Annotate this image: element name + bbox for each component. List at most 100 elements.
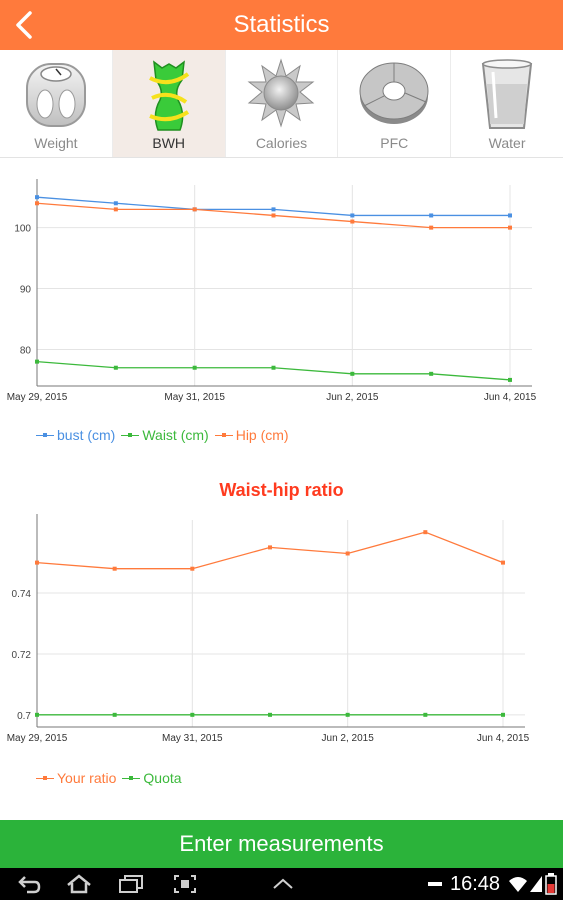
waist-hip-title: Waist-hip ratio — [219, 480, 344, 500]
app-header: Statistics — [0, 0, 563, 50]
nav-home-button[interactable] — [66, 872, 92, 896]
tab-label: Weight — [34, 135, 78, 151]
tab-pfc[interactable]: PFC — [338, 50, 452, 157]
x-tick-label: May 31, 2015 — [164, 392, 225, 403]
data-point — [423, 712, 428, 717]
tab-label: Calories — [255, 135, 308, 151]
data-point — [508, 377, 512, 382]
data-point — [345, 712, 350, 717]
y-tick-label: 0.72 — [12, 650, 32, 661]
data-point — [508, 213, 512, 218]
data-point — [35, 359, 39, 364]
tab-label: PFC — [380, 135, 409, 151]
waist-hip-chart: 0.7 0.72 0.74 May 29, 2015 May 31, 2015 Jun 2… — [7, 514, 530, 744]
legend-item-waist: Waist (cm) — [121, 427, 209, 443]
legend-item-your-ratio: Your ratio — [36, 770, 116, 786]
y-tick-label: 80 — [20, 345, 32, 356]
tab-weight[interactable]: Weight — [0, 50, 113, 157]
data-point — [112, 566, 117, 571]
tab-bwh[interactable]: BWH — [112, 50, 226, 157]
system-nav-bar: 16:48 — [0, 868, 563, 900]
data-point — [35, 201, 39, 206]
page-title: Statistics — [233, 11, 330, 38]
data-point — [190, 712, 195, 717]
legend-item-quota: Quota — [122, 770, 182, 786]
bwh-chart: 80 90 100 May 29, 2015 May 31, 2015 Jun 2, 20… — [7, 179, 537, 403]
tab-label: Water — [488, 135, 526, 151]
series-line-0 — [36, 196, 510, 217]
body-measure-icon — [148, 60, 189, 131]
nav-back-button[interactable] — [16, 872, 42, 896]
data-point — [271, 213, 276, 218]
legend-label: Quota — [143, 770, 182, 786]
recent-apps-icon — [119, 875, 143, 893]
notification-icon — [428, 882, 442, 886]
data-point — [112, 712, 117, 717]
chevron-up-icon — [273, 878, 293, 889]
data-point — [268, 712, 272, 717]
back-button[interactable] — [4, 5, 44, 45]
nav-recents-button[interactable] — [118, 872, 144, 896]
legend-item-bust: bust (cm) — [36, 427, 115, 443]
enter-measurements-button[interactable]: Enter measurements — [0, 820, 563, 868]
y-tick-label: 100 — [14, 224, 31, 235]
nav-expand-button[interactable] — [270, 872, 296, 896]
series-line-1 — [36, 360, 511, 381]
legend-label: Your ratio — [57, 770, 117, 786]
series-line-0 — [36, 531, 504, 570]
data-point — [192, 365, 197, 370]
data-point — [113, 201, 118, 206]
data-point — [345, 551, 350, 556]
tab-label: BWH — [152, 135, 186, 151]
x-tick-label: May 29, 2015 — [7, 733, 68, 744]
data-point — [190, 566, 195, 571]
data-point — [271, 365, 276, 370]
legend-swatch — [121, 430, 140, 440]
data-point — [350, 213, 355, 218]
signal-icon — [530, 876, 542, 892]
ratio-legend: Your ratio Quota — [36, 770, 182, 786]
data-point — [35, 712, 39, 717]
water-glass-icon — [481, 59, 533, 129]
screenshot-icon — [174, 875, 196, 893]
x-tick-label: Jun 2, 2015 — [322, 733, 375, 744]
bwh-legend: bust (cm) Waist (cm) Hip (cm) — [36, 427, 289, 443]
battery-icon — [545, 873, 557, 895]
legend-label: Hip (cm) — [235, 427, 289, 443]
legend-swatch — [36, 773, 54, 783]
stats-tabs: Weight BWH Calories — [0, 50, 563, 158]
sun-icon — [248, 58, 315, 128]
legend-swatch — [214, 430, 233, 440]
legend-label: bust (cm) — [57, 427, 116, 443]
data-point — [113, 207, 118, 212]
back-arrow-icon — [16, 11, 32, 39]
scale-icon — [25, 63, 86, 127]
wifi-icon — [509, 877, 527, 892]
tab-calories[interactable]: Calories — [226, 50, 339, 157]
nav-screenshot-button[interactable] — [172, 872, 198, 896]
data-point — [35, 560, 39, 565]
data-point — [508, 225, 512, 230]
tab-water[interactable]: Water — [451, 50, 563, 157]
data-point — [501, 712, 505, 717]
legend-item-hip: Hip (cm) — [214, 427, 289, 443]
legend-label: Waist (cm) — [142, 427, 209, 443]
y-tick-label: 90 — [20, 285, 32, 296]
y-tick-label: 0.7 — [17, 711, 31, 722]
data-point — [35, 195, 39, 200]
x-tick-label: Jun 4, 2015 — [484, 392, 537, 403]
data-point — [429, 213, 434, 218]
data-point — [113, 365, 118, 370]
data-point — [429, 371, 434, 376]
home-icon — [67, 874, 91, 894]
y-tick-label: 0.74 — [12, 589, 32, 600]
data-point — [423, 530, 428, 535]
x-tick-label: May 31, 2015 — [162, 733, 223, 744]
data-point — [268, 545, 272, 550]
x-tick-label: Jun 4, 2015 — [477, 733, 530, 744]
status-clock: 16:48 — [450, 873, 501, 895]
data-point — [350, 219, 355, 224]
data-point — [192, 207, 197, 212]
legend-swatch — [36, 430, 54, 440]
